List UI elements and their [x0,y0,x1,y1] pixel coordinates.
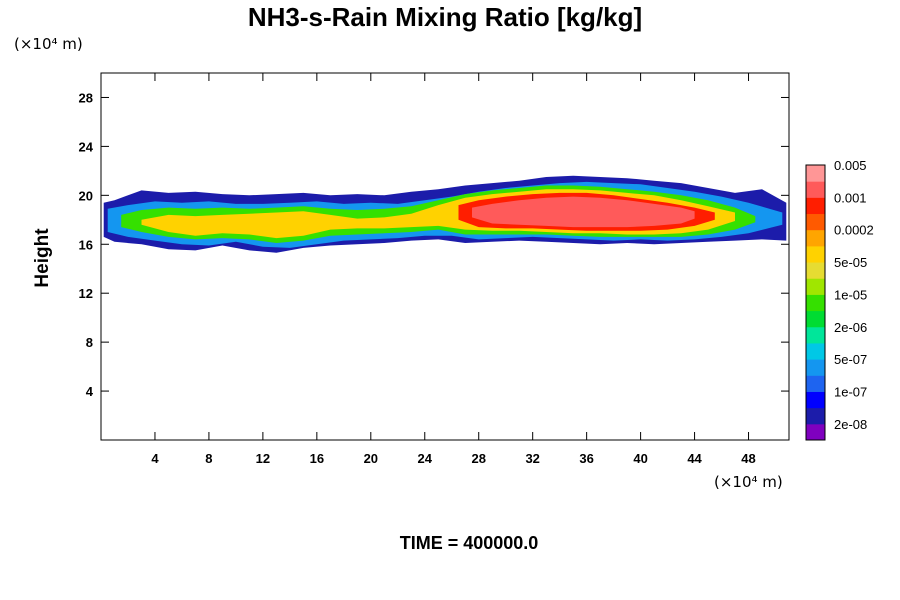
y-axis-label: Height [32,228,53,288]
chart-title: NH3-s-Rain Mixing Ratio [kg/kg] [248,2,642,32]
contour-bands [103,175,787,253]
x-tick-label: 28 [471,451,485,466]
colorbar-swatch [806,342,825,360]
y-axis-ticks: 4 8 12 16 20 24 28 [79,90,789,399]
colorbar-swatch [806,375,825,392]
colorbar-label: 0.001 [834,190,867,205]
x-axis-unit: (×10⁴ m) [714,473,783,491]
x-tick-label: 48 [741,451,755,466]
x-tick-label: 20 [364,451,378,466]
colorbar-swatch [806,181,825,198]
colorbar-label: 0.005 [834,158,867,173]
plot-frame [100,72,790,441]
colorbar-swatch [806,229,825,247]
colorbar-swatch [806,294,825,312]
x-tick-label: 8 [205,451,212,466]
colorbar-swatch [806,165,825,182]
x-tick-label: 4 [151,451,159,466]
y-tick-label: 12 [79,286,93,301]
x-tick-label: 12 [256,451,270,466]
x-tick-label: 36 [579,451,593,466]
x-tick-label: 32 [525,451,539,466]
colorbar-swatch [806,197,825,215]
colorbar-swatch [806,359,825,376]
y-tick-label: 16 [79,237,93,252]
y-tick-label: 20 [79,188,93,203]
x-axis-ticks: 4 8 12 16 20 24 28 32 36 40 44 48 [151,73,756,466]
colorbar-label: 2e-06 [834,320,867,335]
x-tick-label: 40 [633,451,647,466]
colorbar-labels: 2e-08 1e-07 5e-07 2e-06 1e-05 5e-05 0.0002 0.00… [834,158,874,432]
colorbar-swatch [806,310,825,328]
colorbar-swatch [806,326,825,344]
y-axis-unit: (×10⁴ m) [14,35,83,53]
y-tick-label: 4 [86,384,94,399]
colorbar-swatch [806,213,825,231]
colorbar-label: 5e-05 [834,255,867,270]
colorbar-swatch [806,423,825,441]
y-tick-label: 28 [79,90,93,105]
colorbar-swatch [806,245,825,263]
colorbar-label: 2e-08 [834,417,867,432]
colorbar-swatch [806,391,825,409]
x-tick-label: 24 [418,451,433,466]
colorbar-label: 0.0002 [834,223,874,238]
colorbar-swatch [806,407,825,425]
colorbar-swatches [806,165,825,441]
colorbar-frame [805,164,826,441]
colorbar: 2e-08 1e-07 5e-07 2e-06 1e-05 5e-05 0.0002 0.00… [805,158,874,441]
y-tick-label: 8 [86,335,93,350]
colorbar-label: 5e-07 [834,352,867,367]
contour-band-0.005 [472,196,695,228]
x-tick-label: 44 [687,451,702,466]
colorbar-label: 1e-07 [834,384,867,399]
colorbar-label: 1e-05 [834,287,867,302]
y-tick-label: 24 [79,139,94,154]
time-label: TIME = 400000.0 [400,533,539,553]
colorbar-swatch [806,278,825,295]
colorbar-swatch [806,262,825,279]
x-tick-label: 16 [310,451,324,466]
